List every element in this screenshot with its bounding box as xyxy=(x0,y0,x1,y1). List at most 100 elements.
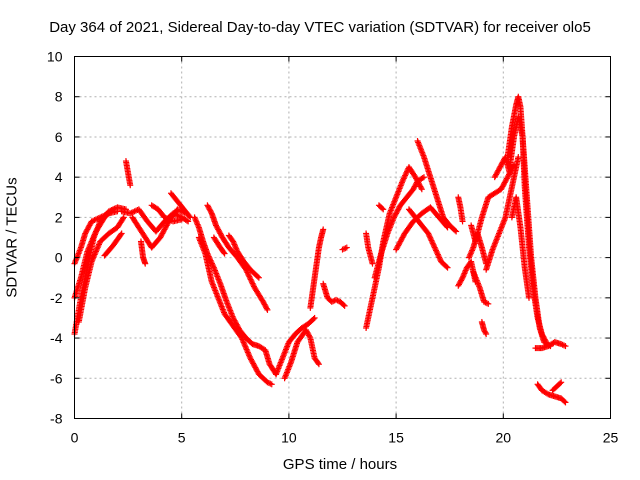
series-arc-15 xyxy=(210,234,228,257)
data-point xyxy=(444,224,451,231)
y-tick-label: -4 xyxy=(50,330,63,346)
series-arc-21 xyxy=(339,244,350,253)
data-point xyxy=(244,269,251,276)
points-layer xyxy=(71,93,569,406)
data-point xyxy=(379,205,386,212)
data-point xyxy=(264,306,271,313)
y-tick-label: 0 xyxy=(55,250,63,266)
series-arc-16 xyxy=(225,232,262,281)
data-point xyxy=(483,300,490,307)
y-tick-label: -2 xyxy=(50,290,63,306)
data-point xyxy=(561,398,568,405)
data-point xyxy=(250,281,257,288)
series-arc-18 xyxy=(281,327,322,382)
x-tick-label: 10 xyxy=(281,430,297,446)
data-point xyxy=(311,314,318,321)
chart-title: Day 364 of 2021, Sidereal Day-to-day VTE… xyxy=(49,19,591,36)
data-point xyxy=(483,331,490,338)
data-point xyxy=(320,226,327,233)
x-tick-label: 5 xyxy=(178,430,186,446)
data-point xyxy=(418,186,425,193)
data-point xyxy=(444,264,451,271)
series-arc-32 xyxy=(468,162,518,245)
y-axis-label: SDTVAR / TECUs xyxy=(3,177,21,298)
data-point xyxy=(557,380,564,387)
data-point xyxy=(459,218,466,225)
data-point xyxy=(127,182,134,189)
data-point xyxy=(246,273,253,280)
data-point xyxy=(254,273,261,280)
data-point xyxy=(110,206,117,213)
data-point xyxy=(248,277,255,284)
ticks-layer: 0 5 10 15 20 25 -8 -6 -4 -2 0 2 4 6 8 10 xyxy=(47,49,619,446)
series-arc-27 xyxy=(414,137,460,235)
data-point xyxy=(343,244,350,251)
series-arc-42 xyxy=(534,381,569,406)
y-tick-label: 4 xyxy=(55,169,63,185)
data-point xyxy=(109,207,116,214)
x-tick-label: 25 xyxy=(603,430,619,446)
series-arc-25 xyxy=(375,202,387,213)
data-point xyxy=(526,294,533,301)
y-tick-label: 10 xyxy=(47,49,63,65)
series-arc-38 xyxy=(506,113,554,350)
data-point xyxy=(340,245,347,252)
data-point xyxy=(482,329,489,336)
data-point xyxy=(419,174,426,181)
data-point xyxy=(268,381,275,388)
data-point xyxy=(244,270,251,277)
series-arc-40 xyxy=(532,339,569,352)
data-point xyxy=(249,280,256,287)
y-tick-label: 2 xyxy=(55,209,63,225)
data-point xyxy=(185,218,192,225)
series-arc-6 xyxy=(122,158,134,189)
data-point xyxy=(178,216,185,223)
data-point xyxy=(117,231,124,238)
data-point xyxy=(221,250,228,257)
data-point xyxy=(506,170,513,177)
series-arc-12 xyxy=(191,214,280,378)
y-tick-label: 8 xyxy=(55,89,63,105)
data-point xyxy=(562,343,569,350)
data-point xyxy=(418,184,425,191)
series-arc-33 xyxy=(470,268,492,307)
data-point xyxy=(245,272,252,279)
series-arc-35 xyxy=(483,154,522,273)
series-arc-3 xyxy=(71,206,117,301)
series-arc-11 xyxy=(167,190,194,221)
series-arc-20 xyxy=(320,280,348,309)
data-point xyxy=(248,279,255,286)
data-point xyxy=(420,174,427,181)
series-arc-13 xyxy=(195,234,275,388)
data-point xyxy=(120,214,127,221)
data-point xyxy=(453,228,460,235)
data-point xyxy=(380,206,387,213)
series-arc-39 xyxy=(508,194,533,301)
series-arc-14 xyxy=(204,202,271,313)
data-point xyxy=(142,260,149,267)
plot-frame xyxy=(74,56,611,419)
data-point xyxy=(369,260,376,267)
series-arc-5 xyxy=(101,230,125,259)
series-arc-9 xyxy=(137,238,149,267)
series-arc-19 xyxy=(307,226,327,311)
y-tick-label: 6 xyxy=(55,129,63,145)
data-point xyxy=(310,315,317,322)
series-arc-10 xyxy=(148,202,185,225)
data-point xyxy=(485,300,492,307)
data-point xyxy=(342,245,349,252)
data-point xyxy=(315,361,322,368)
x-tick-label: 20 xyxy=(496,430,512,446)
data-point xyxy=(558,379,565,386)
data-point xyxy=(341,302,348,309)
series-arc-17 xyxy=(273,314,318,378)
data-point xyxy=(255,274,262,281)
data-point xyxy=(120,215,127,222)
data-point xyxy=(220,249,227,256)
x-tick-label: 0 xyxy=(71,430,79,446)
data-point xyxy=(183,217,190,224)
data-point xyxy=(515,154,522,161)
series-arc-41 xyxy=(549,379,565,394)
series-arc-34 xyxy=(478,318,490,338)
